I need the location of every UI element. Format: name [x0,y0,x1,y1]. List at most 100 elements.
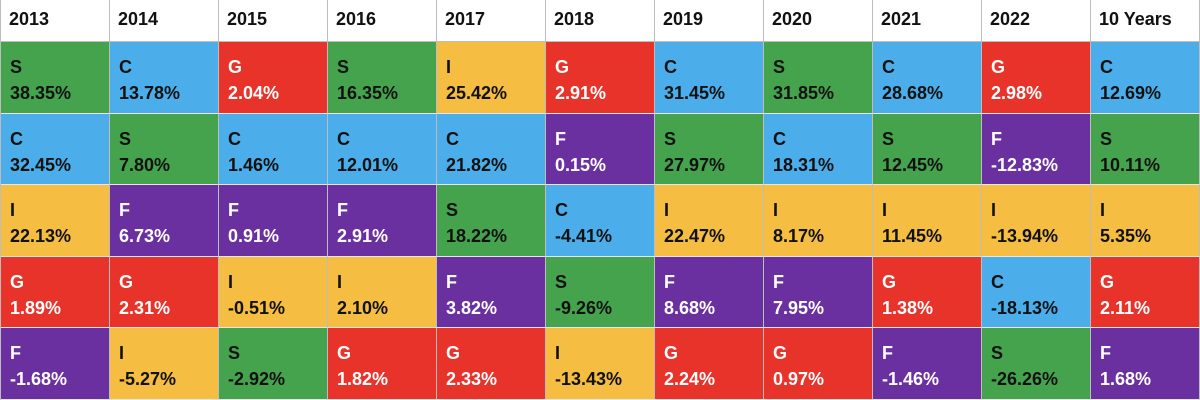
fund-letter: S [882,128,895,149]
fund-letter: C [10,128,23,149]
return-value: 32.45% [10,154,72,175]
return-value: 25.42% [446,83,508,103]
fund-letter: C [337,128,350,149]
fund-letter: S [119,128,132,149]
fund-letter: C [446,128,459,149]
fund-return-cell: I -13.43% [546,328,655,400]
return-value: 2.04% [228,83,280,103]
fund-return-cell: G 1.89% [1,256,110,329]
return-value: 18.22% [446,226,508,247]
fund-letter: S [446,200,459,221]
return-value: 0.15% [555,154,607,175]
return-value: -9.26% [555,297,613,318]
return-value: -18.13% [991,297,1059,318]
fund-letter: G [664,343,679,364]
fund-letter: C [228,128,241,149]
fund-return-cell: F -12.83% [982,113,1091,186]
fund-return-cell: F 6.73% [110,185,219,257]
fund-letter: I [555,343,561,364]
fund-return-cell: F 0.15% [546,113,655,186]
fund-letter: S [991,343,1004,364]
return-value: 8.68% [664,297,716,318]
return-value: 16.35% [337,83,399,103]
column-header: 2017 [437,0,546,42]
fund-letter: S [10,57,23,77]
return-value: 18.31% [773,154,835,175]
fund-return-cell: I -0.51% [219,256,328,329]
fund-return-cell: C 31.45% [655,42,764,114]
fund-return-cell: G 2.98% [982,42,1091,114]
fund-letter: G [555,57,570,77]
return-value: 1.89% [10,297,62,318]
return-value: 12.45% [882,154,944,175]
column-header: 2022 [982,0,1091,42]
fund-letter: F [555,128,566,149]
fund-return-cell: C 1.46% [219,113,328,186]
return-value: -1.46% [882,369,940,390]
fund-letter: S [228,343,241,364]
return-value: 38.35% [10,83,72,103]
fund-letter: I [10,200,16,221]
return-value: 3.82% [446,297,498,318]
fund-letter: S [1100,128,1113,149]
fund-letter: C [664,57,677,77]
fund-return-cell: C 12.01% [328,113,437,186]
fund-return-cell: G 1.82% [328,328,437,400]
fund-letter: C [1100,57,1113,77]
return-value: 13.78% [119,83,181,103]
fund-letter: G [337,343,352,364]
fund-letter: S [773,57,786,77]
column-header: 2018 [546,0,655,42]
column-header: 2014 [110,0,219,42]
column-header: 2020 [764,0,873,42]
return-value: -13.43% [555,369,623,390]
fund-return-cell: I 2.10% [328,256,437,329]
fund-return-cell: S 31.85% [764,42,873,114]
fund-letter: S [337,57,350,77]
return-value: 11.45% [882,226,943,247]
fund-return-cell: I -5.27% [110,328,219,400]
fund-letter: G [228,57,243,77]
fund-letter: I [228,271,234,292]
return-value: 1.68% [1100,369,1152,390]
fund-return-cell: C 13.78% [110,42,219,114]
return-value: -0.51% [228,297,286,318]
fund-return-cell: I 22.13% [1,185,110,257]
fund-return-cell: I 8.17% [764,185,873,257]
return-value: -13.94% [991,226,1059,247]
return-value: 31.85% [773,83,835,103]
return-value: 12.01% [337,154,399,175]
return-value: 5.35% [1100,226,1152,247]
fund-letter: G [446,343,461,364]
return-value: -26.26% [991,369,1059,390]
fund-return-cell: F 8.68% [655,256,764,329]
fund-letter: I [773,200,779,221]
fund-letter: G [1100,271,1115,292]
fund-letter: S [555,271,568,292]
fund-return-cell: F 2.91% [328,185,437,257]
fund-letter: G [119,271,134,292]
fund-return-cell: S -26.26% [982,328,1091,400]
fund-letter: I [882,200,888,221]
return-value: 27.97% [664,154,726,175]
fund-return-cell: C -18.13% [982,256,1091,329]
return-value: 2.98% [991,83,1043,103]
fund-letter: S [664,128,677,149]
column-header: 2021 [873,0,982,42]
return-value: 2.10% [337,297,389,318]
return-value: 0.97% [773,369,825,390]
fund-return-cell: F 1.68% [1091,328,1200,400]
fund-return-cell: S -9.26% [546,256,655,329]
fund-return-cell: C 28.68% [873,42,982,114]
fund-return-cell: G 0.97% [764,328,873,400]
fund-letter: C [119,57,132,77]
return-value: 2.11% [1100,297,1151,318]
return-value: -5.27% [119,369,177,390]
fund-return-cell: C 18.31% [764,113,873,186]
fund-return-cell: S 27.97% [655,113,764,186]
fund-letter: F [882,343,893,364]
column-header: 2019 [655,0,764,42]
fund-return-cell: F 0.91% [219,185,328,257]
return-value: 0.91% [228,226,280,247]
return-value: 7.95% [773,297,825,318]
